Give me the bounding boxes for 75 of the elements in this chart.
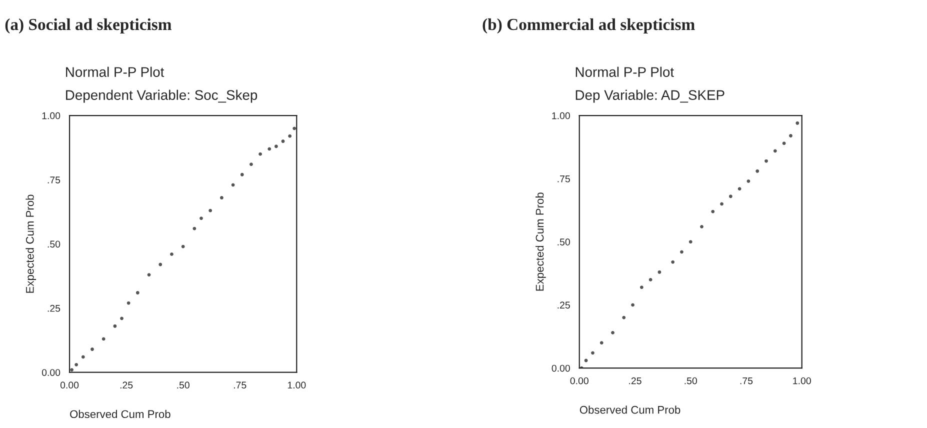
y-tick-label: .75 [48,176,60,184]
point [782,142,786,146]
point [600,341,604,345]
point [231,183,235,187]
chart-title: (a) Social ad skepticism [5,18,172,34]
point [738,187,742,190]
point [120,316,124,320]
y-tick-label: .75 [558,176,570,182]
point [200,216,203,220]
point [113,324,117,328]
point [258,152,262,156]
point [208,208,212,212]
point [70,368,74,372]
y-tick-label: 0.00 [552,364,570,372]
y-tick-label: .25 [558,302,570,309]
point [170,252,174,256]
x-tick-label: .50 [177,382,190,389]
y-tick-label: 1.00 [42,112,60,120]
point [192,226,196,230]
point [728,194,732,198]
x-tick-label: .50 [684,377,697,384]
chart-subtitle: Normal P-P Plot Dep Variable: AD_SKEP [576,66,724,103]
x-axis-title: Observed Cum Prob [580,406,680,414]
x-tick-label: 1.00 [288,382,306,389]
point [671,260,675,264]
point [611,331,614,334]
point [688,240,692,244]
point [764,159,768,163]
point [268,147,272,151]
point [292,126,296,130]
y-tick-label: .50 [48,240,60,248]
point [274,144,278,148]
point [658,270,662,274]
x-tick-label: .75 [740,377,753,384]
chart-subtitle: Normal P-P Plot Dependent Variable: Soc_Skep [66,66,258,103]
point [281,140,285,143]
point [136,291,140,294]
point [591,351,594,355]
x-tick-label: 1.00 [793,377,811,384]
point [700,224,704,228]
x-tick-label: .25 [120,382,133,389]
y-tick-label: .25 [48,304,60,312]
x-tick-label: .25 [629,377,642,384]
x-tick-label: .75 [234,382,246,389]
point [640,286,644,289]
y-tick-label: 1.00 [552,112,570,120]
y-axis-title: Expected Cum Prob [536,192,546,291]
point [147,273,151,276]
point [90,348,94,351]
x-tick-label: 0.00 [570,377,588,384]
y-axis-title: Expected Cum Prob [26,194,36,293]
point [756,169,760,173]
point [250,162,253,166]
point [288,134,292,138]
y-tick-label: 0.00 [42,369,60,376]
point [789,134,792,138]
point [680,250,684,254]
chart-title: (b) Commercial ad skepticism [482,18,695,34]
point [622,316,626,320]
x-axis-title: Observed Cum Prob [70,410,170,418]
point [220,196,224,200]
point [74,362,78,366]
point [796,121,800,125]
point [720,202,724,206]
point [631,303,634,307]
x-tick-label: 0.00 [60,382,79,389]
point [81,355,85,359]
point [648,278,652,282]
point [746,180,750,183]
point [240,172,244,176]
point [102,337,106,341]
point [773,149,777,153]
point [711,210,715,214]
y-tick-label: .50 [558,238,570,246]
point [158,262,162,266]
